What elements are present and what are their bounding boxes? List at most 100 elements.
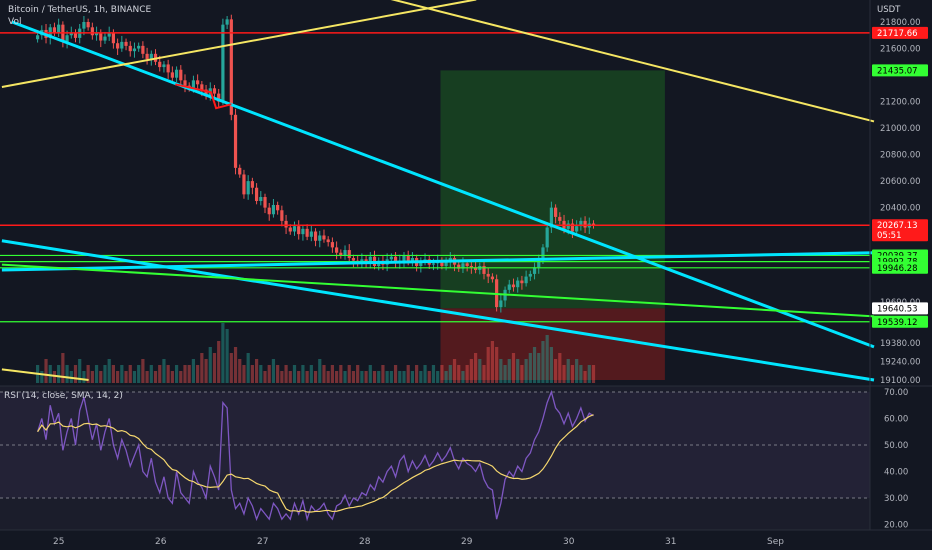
volume-bar [389, 371, 393, 383]
rsi-tick-label: 60.00 [884, 415, 908, 425]
candle-body [305, 228, 309, 237]
time-tick-label: Sep [767, 537, 784, 547]
candle-body [242, 174, 246, 195]
volume-bar [356, 365, 360, 383]
candle-body [149, 53, 153, 60]
candle-body [246, 181, 250, 195]
candle-body [183, 80, 187, 86]
volume-bar [364, 371, 368, 383]
candle-body [364, 259, 368, 262]
candle-body [200, 84, 204, 90]
volume-bar [478, 359, 482, 383]
volume-bar [225, 329, 229, 383]
volume-bar [246, 353, 250, 383]
volume-bar [208, 347, 212, 383]
candle-body [402, 255, 406, 261]
candle-body [132, 48, 137, 52]
trend-lines[interactable] [1, 0, 875, 382]
volume-bar [532, 347, 537, 383]
candle-body [120, 41, 124, 49]
volume-bar [457, 365, 461, 383]
candle-body [292, 226, 297, 232]
volume-bar [61, 353, 65, 383]
candle-body [482, 265, 486, 274]
candle-body [179, 69, 183, 81]
candle-body [516, 280, 520, 288]
candle-body [368, 256, 372, 262]
price-label-box [872, 229, 928, 242]
time-axis[interactable]: 25 26 27 28 29 30 31 Sep [53, 537, 784, 547]
candle-body [339, 252, 343, 256]
volume-bar [469, 359, 473, 383]
candle-body [259, 197, 263, 201]
price-label-text: 19946.28 [877, 264, 918, 274]
candle-body [444, 261, 448, 266]
candle-body [267, 207, 271, 215]
volume-bar [276, 365, 280, 383]
rsi-axis[interactable]: 20.00 30.00 40.00 50.00 60.00 70.00 [884, 388, 908, 531]
symbol-title: Bitcoin / TetherUS, 1h, BINANCE [8, 5, 152, 15]
candle-body [322, 235, 326, 240]
price-tick-label: 21600.00 [880, 45, 921, 55]
time-tick-label: 26 [155, 537, 167, 547]
volume-bar [263, 371, 267, 383]
candle-body [103, 36, 107, 41]
volume-bar [297, 371, 301, 383]
volume-bar [558, 353, 562, 383]
volume-bar [158, 365, 162, 383]
volume-bar [440, 365, 444, 383]
candle-body [166, 64, 170, 73]
candle-body [57, 24, 61, 33]
candle-body [107, 32, 111, 37]
volume-bar [65, 365, 69, 383]
volume-bar [292, 365, 297, 383]
rsi-tick-label: 30.00 [884, 494, 908, 504]
volume-bar [233, 347, 238, 383]
volume-bar [431, 365, 436, 383]
volume-bar [482, 365, 486, 383]
candle-body [410, 258, 415, 262]
price-label-box [872, 315, 928, 328]
volume-bar [137, 365, 141, 383]
candle-body [99, 32, 103, 41]
candle-body [461, 263, 465, 269]
volume-label: Vol [8, 17, 21, 27]
candle-body [90, 27, 94, 36]
candle-body [507, 284, 511, 290]
candle-body [137, 45, 141, 49]
volume-bar [490, 341, 495, 383]
volume-bar [221, 323, 225, 383]
volume-bar [330, 365, 334, 383]
price-label-text: 19640.53 [877, 304, 918, 314]
candle-body [250, 181, 254, 188]
candle-body [82, 22, 86, 29]
price-tick-label: 21000.00 [880, 124, 921, 134]
volume-bar [549, 347, 553, 383]
rsi-ma-line [37, 414, 594, 513]
take-profit-zone [440, 70, 665, 309]
candle-body [469, 265, 473, 268]
candle-body [271, 204, 276, 215]
volume-bar [309, 365, 313, 383]
candle-body [217, 93, 221, 102]
price-label-box [872, 26, 928, 39]
candle-body [330, 242, 334, 248]
volume-bar [461, 371, 465, 383]
volume-bar [305, 371, 309, 383]
volume-bar [162, 359, 166, 383]
volume-bar [40, 371, 44, 383]
volume-bar [99, 371, 103, 383]
volume-bar [553, 359, 558, 383]
volume-bar [271, 359, 276, 383]
rsi-tick-label: 40.00 [884, 468, 908, 478]
candle-body [238, 167, 242, 175]
trend-line [1, 0, 477, 88]
candle-body [541, 247, 545, 261]
volume-bar [473, 353, 478, 383]
candle-body [65, 35, 69, 42]
candle-body [174, 69, 179, 78]
price-label-box [872, 261, 928, 274]
trend-line [1, 251, 875, 272]
candle-body [116, 43, 120, 49]
